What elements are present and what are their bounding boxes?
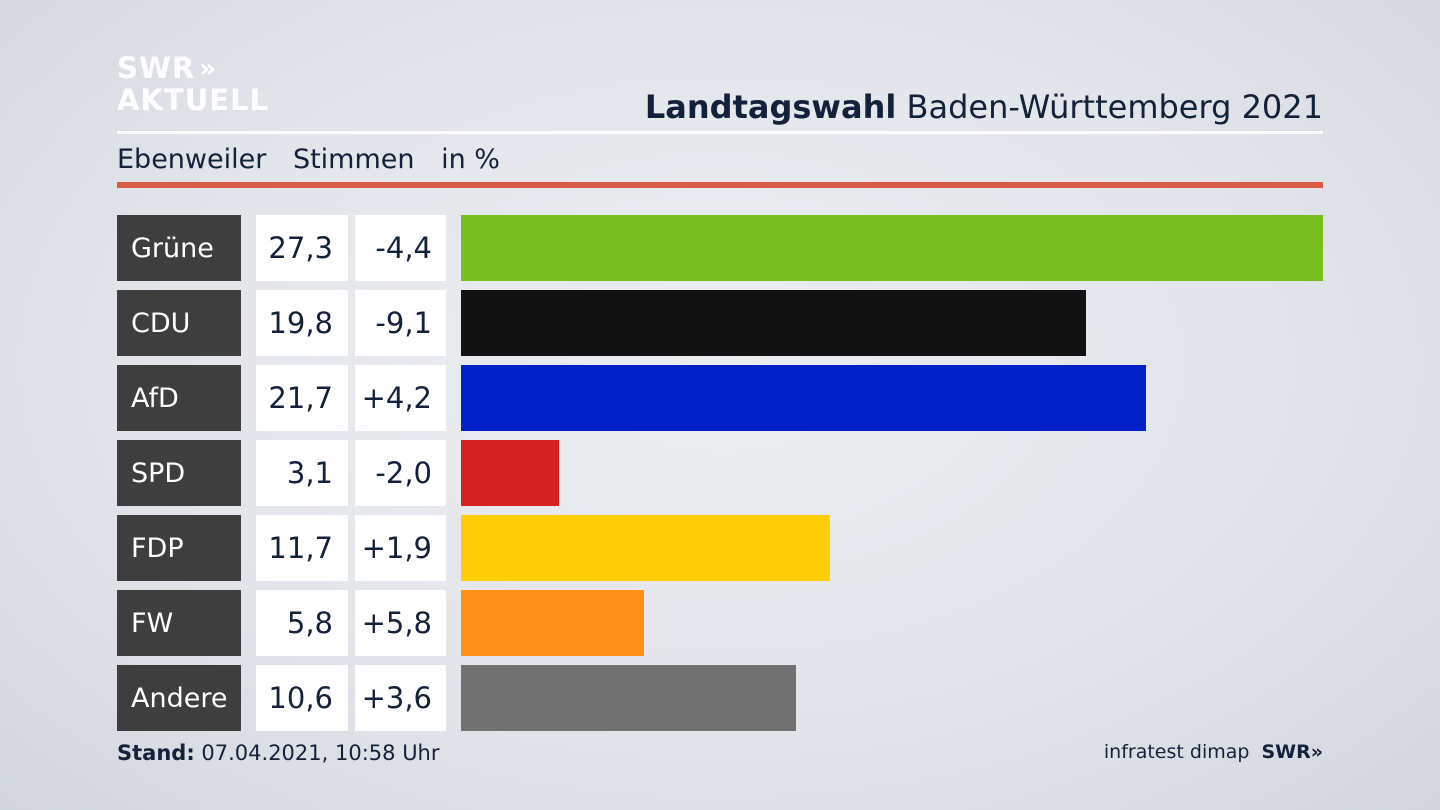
- chart-row: FW 5,8 +5,8: [117, 590, 1323, 656]
- chart-subtitle: Ebenweiler Stimmen in %: [117, 144, 518, 175]
- change-value: -9,1: [355, 290, 446, 356]
- bar-gr-ne: [461, 215, 1323, 281]
- party-label: FDP: [117, 515, 241, 581]
- title-divider: [117, 131, 1323, 134]
- bar-fdp: [461, 515, 830, 581]
- source-credit: infratest dimap SWR»: [1104, 741, 1323, 763]
- swr-aktuell-logo: SWR » AKTUELL: [117, 54, 269, 115]
- change-value: -4,4: [355, 215, 446, 281]
- logo-aktuell-text: AKTUELL: [117, 83, 270, 117]
- bar-chart: Grüne 27,3 -4,4 CDU 19,8 -9,1 AfD 21,7 +4,2 SPD 3,…: [117, 215, 1323, 740]
- bar-spd: [461, 440, 559, 506]
- chart-row: Grüne 27,3 -4,4: [117, 215, 1323, 281]
- party-label: AfD: [117, 365, 241, 431]
- change-value: +1,9: [355, 515, 446, 581]
- logo-swr-text: SWR: [117, 51, 196, 85]
- party-label: FW: [117, 590, 241, 656]
- bar-track: [461, 290, 1323, 356]
- bar-track: [461, 590, 1323, 656]
- party-label: Grüne: [117, 215, 241, 281]
- accent-divider: [117, 182, 1323, 188]
- timestamp-label: Stand:: [117, 741, 195, 765]
- bar-track: [461, 515, 1323, 581]
- swr-brand-logo: SWR»: [1261, 741, 1323, 763]
- timestamp-value: 07.04.2021, 10:58 Uhr: [201, 741, 440, 765]
- bar-andere: [461, 665, 796, 731]
- change-value: +4,2: [355, 365, 446, 431]
- chart-row: FDP 11,7 +1,9: [117, 515, 1323, 581]
- swr-brand-text: SWR: [1261, 741, 1311, 763]
- bar-track: [461, 365, 1323, 431]
- bar-track: [461, 440, 1323, 506]
- bar-afd: [461, 365, 1146, 431]
- timestamp: Stand: 07.04.2021, 10:58 Uhr: [117, 741, 440, 765]
- change-value: +3,6: [355, 665, 446, 731]
- party-label: Andere: [117, 665, 241, 731]
- share-value: 21,7: [256, 365, 348, 431]
- bar-track: [461, 665, 1323, 731]
- share-value: 19,8: [256, 290, 348, 356]
- chart-row: AfD 21,7 +4,2: [117, 365, 1323, 431]
- share-value: 5,8: [256, 590, 348, 656]
- subtitle-unit: in %: [441, 144, 500, 175]
- change-value: -2,0: [355, 440, 446, 506]
- change-value: +5,8: [355, 590, 446, 656]
- subtitle-place: Ebenweiler: [117, 144, 267, 175]
- bar-fw: [461, 590, 644, 656]
- share-value: 10,6: [256, 665, 348, 731]
- share-value: 11,7: [256, 515, 348, 581]
- chart-row: Andere 10,6 +3,6: [117, 665, 1323, 731]
- logo-chevron-icon: »: [199, 53, 216, 84]
- chart-row: CDU 19,8 -9,1: [117, 290, 1323, 356]
- swr-chevron-icon: »: [1310, 741, 1323, 763]
- party-label: SPD: [117, 440, 241, 506]
- chart-row: SPD 3,1 -2,0: [117, 440, 1323, 506]
- subtitle-measure: Stimmen: [292, 144, 415, 175]
- chart-title-bold: Landtagswahl: [644, 88, 897, 126]
- chart-title: Landtagswahl Baden-Württemberg 2021: [645, 88, 1323, 126]
- source-name: infratest dimap: [1103, 741, 1250, 763]
- chart-title-rest: Baden-Württemberg 2021: [906, 88, 1324, 126]
- bar-cdu: [461, 290, 1086, 356]
- share-value: 3,1: [256, 440, 348, 506]
- bar-track: [461, 215, 1323, 281]
- share-value: 27,3: [256, 215, 348, 281]
- party-label: CDU: [117, 290, 241, 356]
